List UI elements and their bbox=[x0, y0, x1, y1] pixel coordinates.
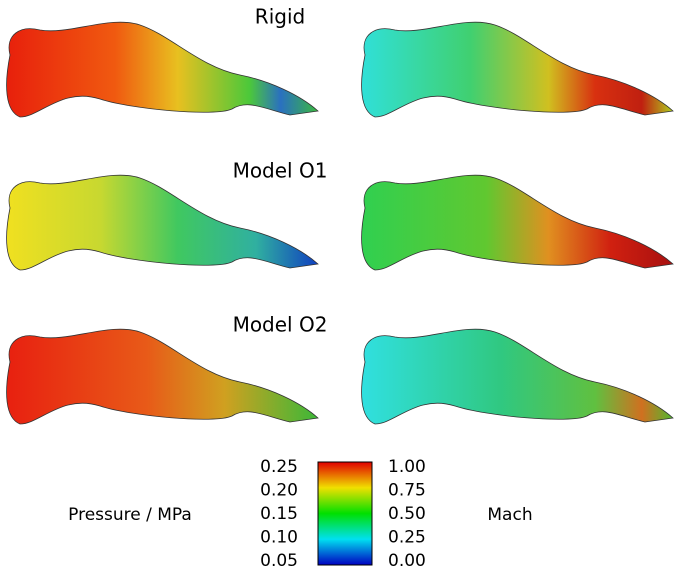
row-label: Model O1 bbox=[233, 159, 328, 183]
right-tick-label: 1.00 bbox=[388, 457, 426, 477]
left-tick-label: 0.05 bbox=[260, 551, 298, 571]
row-o2: Model O2 bbox=[7, 313, 673, 425]
left-tick-label: 0.20 bbox=[260, 481, 298, 501]
pressure-render bbox=[7, 175, 318, 270]
left-tick-label: 0.25 bbox=[260, 457, 298, 477]
pressure-render bbox=[7, 22, 318, 117]
right-tick-label: 0.75 bbox=[388, 481, 426, 501]
right-tick-label: 0.00 bbox=[388, 551, 426, 571]
row-label: Model O2 bbox=[233, 313, 328, 337]
colorbar-scale bbox=[318, 462, 372, 565]
row-o1: Model O1 bbox=[7, 159, 673, 271]
right-label: Mach bbox=[487, 505, 532, 525]
page: {"rows": [{"label": "Rigid"}, {"label": … bbox=[0, 0, 681, 571]
figure: Rigid Model O1 Model O2 Pressure / MPa M… bbox=[0, 0, 681, 571]
right-tick-label: 0.50 bbox=[388, 504, 426, 524]
right-tick-label: 0.25 bbox=[388, 528, 426, 548]
mach-render bbox=[362, 22, 673, 117]
pressure-render bbox=[7, 329, 318, 424]
left-label: Pressure / MPa bbox=[68, 505, 192, 525]
row-rigid: Rigid bbox=[7, 5, 673, 118]
colorbar: Pressure / MPa Mach 0.25 0.20 0.15 0.10 0.05… bbox=[68, 457, 532, 571]
left-tick-label: 0.15 bbox=[260, 504, 298, 524]
mach-render bbox=[362, 175, 673, 270]
left-tick-label: 0.10 bbox=[260, 528, 298, 548]
mach-render bbox=[362, 329, 673, 424]
row-label: Rigid bbox=[255, 5, 305, 29]
